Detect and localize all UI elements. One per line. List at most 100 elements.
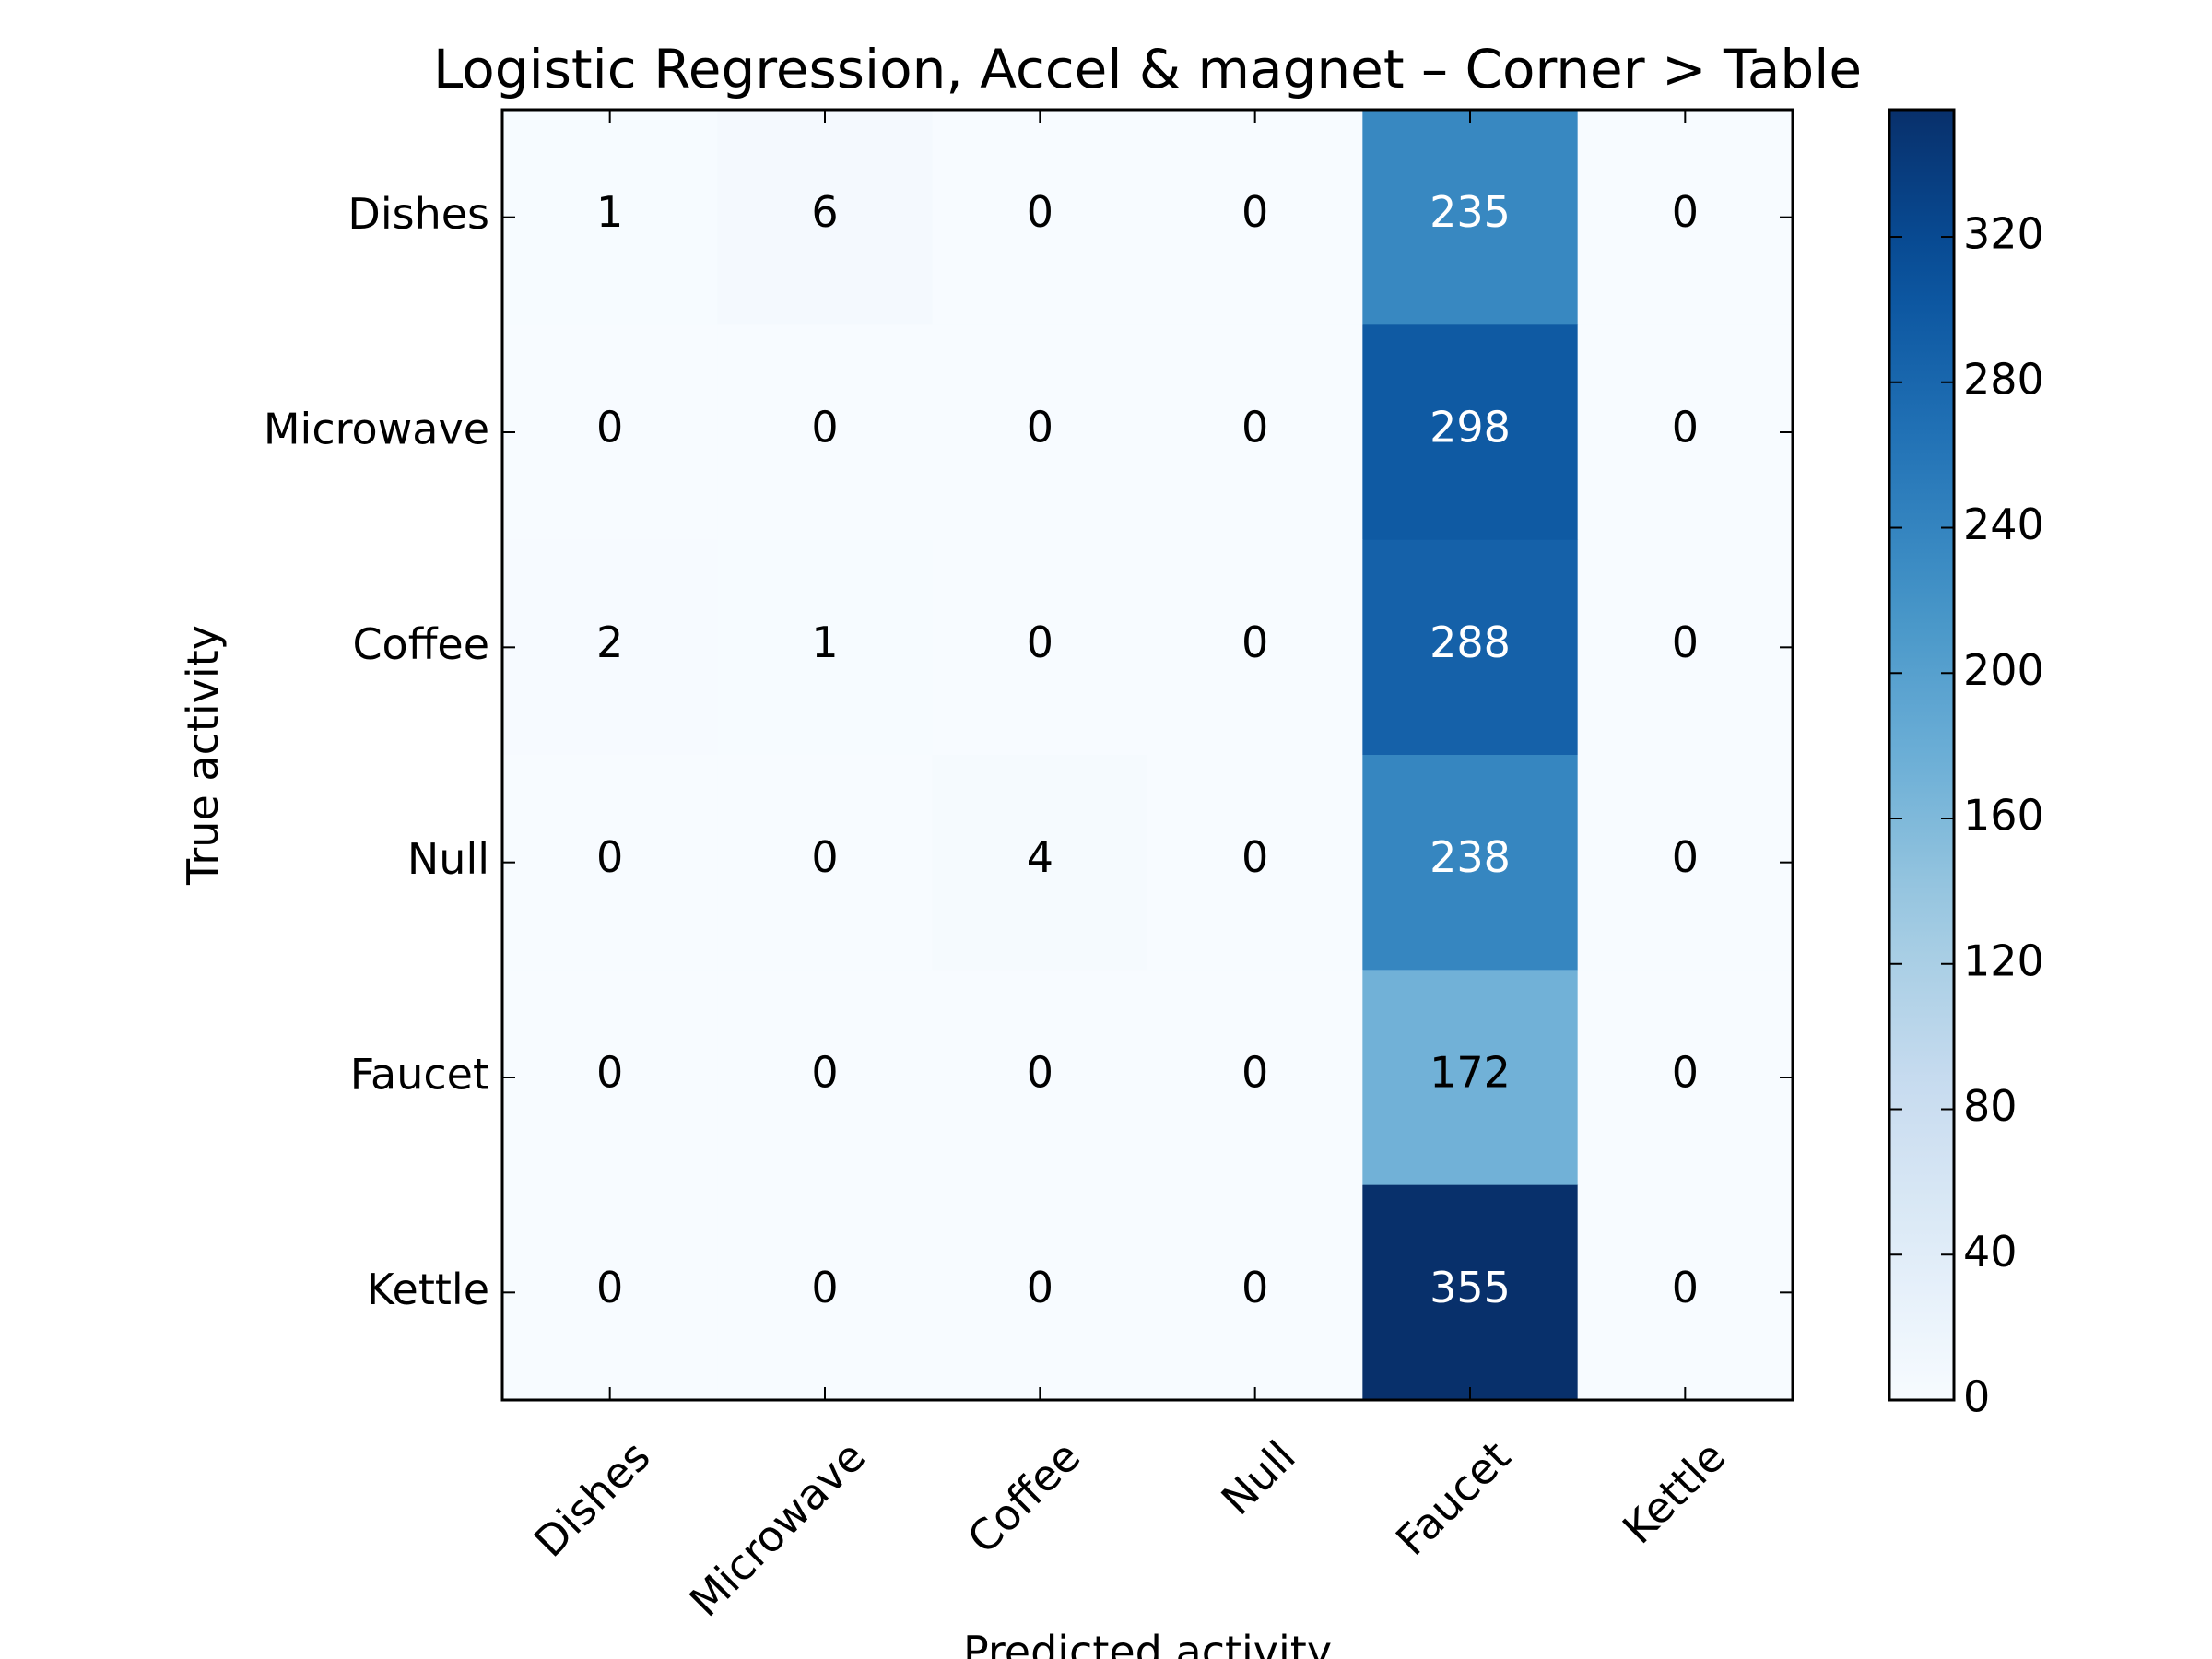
- cell-value-label: 0: [1027, 1263, 1053, 1312]
- y-tick-label: Kettle: [367, 1265, 489, 1314]
- heatmap-cell: [932, 970, 1148, 1186]
- heatmap-cell: [1147, 970, 1363, 1186]
- colorbar: [1888, 108, 1956, 1402]
- heatmap-cell: [717, 110, 934, 325]
- heatmap-cell: [932, 324, 1148, 541]
- x-tick-label: Faucet: [1386, 1431, 1520, 1565]
- colorbar-ticks: 0 40 80 120 160 200 240 280 320: [1889, 209, 2044, 1422]
- cell-value-label: 355: [1430, 1263, 1511, 1312]
- heatmap-cell: [1577, 539, 1794, 756]
- heatmap-cell: [502, 539, 718, 756]
- cell-value-label: 0: [811, 1048, 838, 1098]
- y-tick-label: Dishes: [347, 189, 489, 239]
- plot-frame: [500, 108, 1794, 1402]
- colorbar-tick-label: 320: [1963, 209, 2044, 259]
- colorbar-tick-label: 280: [1963, 354, 2044, 404]
- heatmap-cell: [932, 539, 1148, 756]
- cell-value-label: 0: [596, 1263, 623, 1312]
- cell-value-label: 0: [1027, 618, 1053, 667]
- heatmap-cells: [502, 110, 1794, 1401]
- cell-value-label: 172: [1430, 1048, 1511, 1098]
- colorbar-tick-label: 0: [1963, 1372, 1990, 1422]
- x-tick-label: Dishes: [524, 1431, 660, 1567]
- cell-value-label: 0: [1241, 618, 1268, 667]
- heatmap-cell: [1577, 970, 1794, 1186]
- heatmap-cell: [932, 755, 1148, 971]
- cell-value-label: 0: [1027, 187, 1053, 237]
- heatmap-cell: [1577, 110, 1794, 325]
- cell-value-label: 2: [596, 618, 623, 667]
- heatmap-cell: [1147, 755, 1363, 971]
- cell-value-label: 0: [1241, 403, 1268, 453]
- cell-value-label: 238: [1430, 832, 1511, 882]
- cell-value-label: 1: [596, 187, 623, 237]
- x-axis-label: Predicted activity: [963, 1627, 1332, 1659]
- x-tick-label: Kettle: [1613, 1431, 1735, 1553]
- heatmap-cell: [502, 324, 718, 541]
- x-tick-label: Null: [1212, 1431, 1305, 1524]
- heatmap-cell: [502, 110, 718, 325]
- cell-value-label: 0: [811, 832, 838, 882]
- heatmap-cell: [1147, 324, 1363, 541]
- chart-title: Logistic Regression, Accel & magnet – Co…: [433, 38, 1862, 100]
- cell-value-label: 0: [1241, 187, 1268, 237]
- cell-value-label: 0: [811, 403, 838, 453]
- colorbar-tick-label: 160: [1963, 791, 2044, 841]
- heatmap-cell: [1147, 539, 1363, 756]
- x-tick-label: Microwave: [680, 1431, 876, 1627]
- cell-value-label: 0: [1241, 1263, 1268, 1312]
- heatmap-cell: [502, 755, 718, 971]
- cell-value-label: 235: [1430, 187, 1511, 237]
- heatmap-cell: [717, 539, 934, 756]
- cell-value-label: 0: [1672, 1048, 1699, 1098]
- heatmap-cell: [1147, 110, 1363, 325]
- colorbar-tick-label: 120: [1963, 935, 2044, 985]
- heatmap-cell: [717, 755, 934, 971]
- cell-value-label: 0: [1672, 187, 1699, 237]
- cell-value-label: 0: [1672, 1263, 1699, 1312]
- x-tick-label: Coffee: [958, 1431, 1089, 1563]
- heatmap-cell: [717, 324, 934, 541]
- cell-value-label: 0: [1672, 403, 1699, 453]
- cell-value-label: 0: [1672, 832, 1699, 882]
- heatmap-cell: [932, 1184, 1148, 1401]
- y-axis-label: True activity: [178, 625, 228, 886]
- cell-value-label: 4: [1027, 832, 1053, 882]
- colorbar-tick-label: 40: [1963, 1227, 2018, 1277]
- heatmap-cell: [1147, 1184, 1363, 1401]
- heatmap-cell: [1362, 324, 1579, 541]
- heatmap-cell: [932, 110, 1148, 325]
- colorbar-tick-label: 80: [1963, 1081, 2018, 1131]
- heatmap-cell: [1362, 110, 1579, 325]
- heatmap-cell: [502, 970, 718, 1186]
- heatmap-cell: [717, 970, 934, 1186]
- cell-value-label: 0: [1027, 403, 1053, 453]
- colorbar-tick-label: 240: [1963, 500, 2044, 549]
- cell-value-label: 298: [1430, 403, 1511, 453]
- y-axis-ticks: Dishes Microwave Coffee Null Faucet Kettle: [264, 189, 1793, 1314]
- y-tick-label: Microwave: [264, 405, 489, 454]
- heatmap-cell: [1362, 539, 1579, 756]
- heatmap-cell: [1362, 1184, 1579, 1401]
- heatmap-cell: [1362, 970, 1579, 1186]
- colorbar-tick-label: 200: [1963, 645, 2044, 695]
- heatmap-cell: [1577, 324, 1794, 541]
- cell-value-label: 0: [596, 1048, 623, 1098]
- cell-value-label: 0: [811, 1263, 838, 1312]
- y-tick-label: Coffee: [352, 619, 489, 669]
- cell-value-label: 0: [596, 403, 623, 453]
- cell-value-label: 1: [811, 618, 838, 667]
- heatmap-cell: [1362, 755, 1579, 971]
- cell-value-label: 0: [1241, 1048, 1268, 1098]
- cell-value-label: 288: [1430, 618, 1511, 667]
- heatmap-cell: [1577, 755, 1794, 971]
- cell-value-label: 0: [1027, 1048, 1053, 1098]
- y-tick-label: Faucet: [350, 1050, 489, 1100]
- cell-value-labels: 1 6 0 0 235 0 0 0 0 0 298 0 2 1 0 0 288 0 0 0 4 0 238 0 0 0 0 0 172 0…: [596, 187, 1699, 1312]
- heatmap-cell: [1577, 1184, 1794, 1401]
- heatmap-cell: [717, 1184, 934, 1401]
- cell-value-label: 0: [1241, 832, 1268, 882]
- heatmap-cell: [502, 1184, 718, 1401]
- cell-value-label: 0: [1672, 618, 1699, 667]
